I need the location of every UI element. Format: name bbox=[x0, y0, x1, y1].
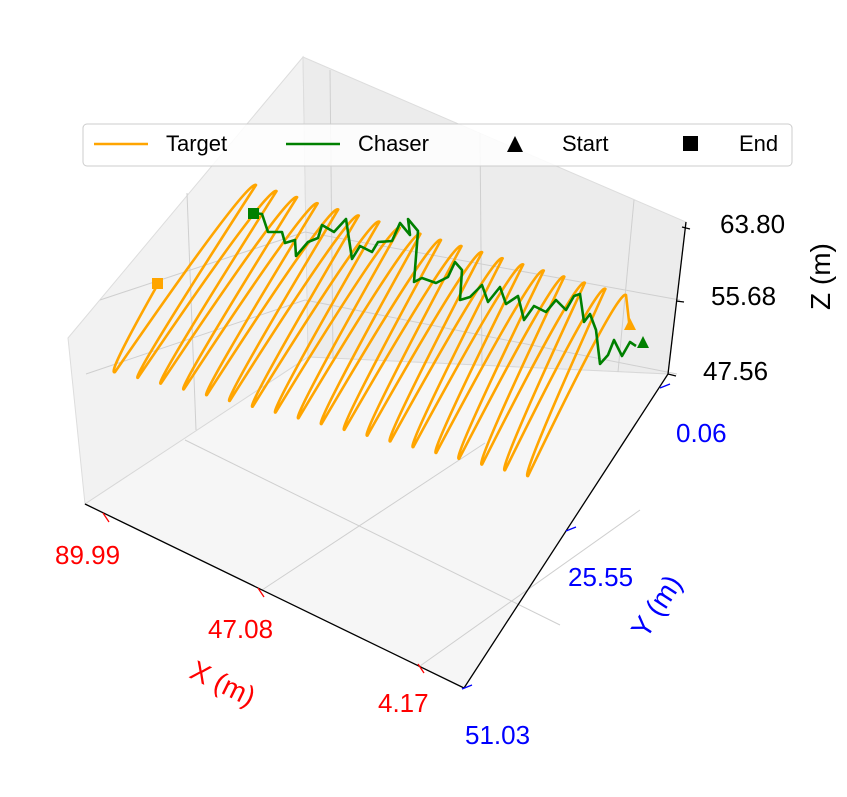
x-tick-label: 4.17 bbox=[378, 688, 429, 718]
x-tick-label: 47.08 bbox=[208, 614, 273, 644]
wall-gridline bbox=[186, 192, 197, 431]
y-tick-label: 25.55 bbox=[568, 562, 633, 592]
y-tick-label: 51.03 bbox=[465, 720, 530, 750]
wall-gridline bbox=[99, 231, 306, 301]
z-tick bbox=[667, 373, 677, 377]
z-tick-label: 55.68 bbox=[711, 281, 776, 311]
legend: Target Chaser Start End bbox=[82, 123, 793, 167]
z-axis-line bbox=[667, 221, 687, 375]
legend-start-label: Start bbox=[562, 131, 608, 156]
chaser-start-marker bbox=[637, 336, 649, 348]
x-axis-title: X (m) bbox=[185, 655, 260, 713]
y-tick bbox=[461, 684, 473, 690]
legend-target-label: Target bbox=[166, 131, 227, 156]
x-axis-line bbox=[84, 503, 465, 689]
x-tick bbox=[417, 663, 425, 674]
z-tick-label: 63.80 bbox=[720, 209, 785, 239]
floor-gridline bbox=[261, 442, 486, 591]
chaser-line bbox=[253, 211, 637, 366]
series-chaser bbox=[253, 211, 637, 366]
floor-gridline bbox=[184, 439, 561, 626]
z-axis-title: Z (m) bbox=[805, 243, 836, 310]
floor-gridline bbox=[419, 509, 641, 667]
x-tick bbox=[102, 512, 110, 523]
y-axis-title: Y (m) bbox=[625, 569, 688, 643]
legend-box bbox=[82, 123, 793, 167]
legend-start-marker bbox=[507, 136, 523, 152]
legend-end-label: End bbox=[739, 131, 778, 156]
legend-chaser-label: Chaser bbox=[358, 131, 429, 156]
target-end-marker bbox=[152, 278, 163, 289]
wall-gridline bbox=[617, 199, 635, 373]
x-tick bbox=[257, 587, 265, 598]
y-tick-label: 0.06 bbox=[676, 418, 727, 448]
markers bbox=[152, 208, 649, 348]
y-tick bbox=[659, 383, 671, 389]
z-tick bbox=[681, 226, 691, 230]
ticks bbox=[102, 226, 691, 690]
legend-end-marker bbox=[683, 136, 698, 151]
z-tick-label: 47.56 bbox=[703, 356, 768, 386]
target-start-marker bbox=[624, 318, 636, 330]
wall-gridline bbox=[479, 132, 483, 367]
y-tick bbox=[565, 526, 577, 532]
x-tick-label: 89.99 bbox=[55, 540, 120, 570]
z-tick bbox=[675, 300, 685, 303]
chaser-end-marker bbox=[248, 208, 259, 219]
wall-gridline bbox=[304, 299, 678, 375]
